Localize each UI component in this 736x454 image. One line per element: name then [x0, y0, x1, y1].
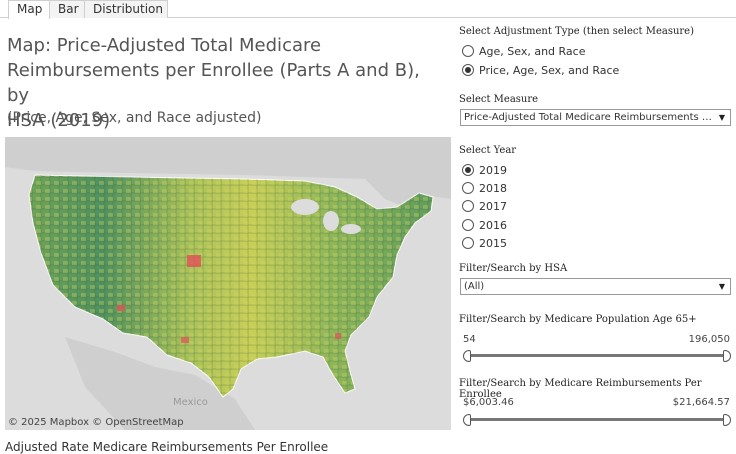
chevron-down-icon[interactable]: ▼	[718, 113, 725, 122]
mexico-land	[65, 337, 255, 430]
reimbursement-range-slider[interactable]	[463, 413, 731, 427]
year-heading: Select Year	[459, 145, 517, 156]
reimbursement-max-value: $21,664.57	[672, 397, 730, 408]
reimbursement-heading: Filter/Search by Medicare Reimbursements…	[459, 378, 702, 400]
chevron-down-icon[interactable]: ▼	[718, 282, 725, 291]
tab-map[interactable]: Map	[8, 0, 50, 19]
radio-label: Price, Age, Sex, and Race	[479, 63, 620, 77]
population-min-value: 54	[463, 334, 476, 345]
radio-label: 2016	[479, 218, 507, 232]
radio-icon[interactable]	[462, 182, 474, 194]
measure-dropdown[interactable]: Price-Adjusted Total Medicare Reimbursem…	[460, 109, 731, 126]
population-max-value: 196,050	[688, 334, 730, 345]
radio-label: 2019	[479, 163, 507, 177]
legend-title: Adjusted Rate Medicare Reimbursements Pe…	[5, 440, 329, 454]
adjustment-option-age-sex-race[interactable]: Age, Sex, and Race	[462, 43, 585, 59]
radio-icon[interactable]	[462, 237, 474, 249]
hsa-heading: Filter/Search by HSA	[459, 263, 568, 274]
year-option-2018[interactable]: 2018	[462, 180, 507, 196]
year-option-2015[interactable]: 2015	[462, 235, 507, 251]
measure-dropdown-value: Price-Adjusted Total Medicare Reimbursem…	[464, 112, 714, 123]
year-option-2019[interactable]: 2019	[462, 162, 507, 178]
map-label-mexico: Mexico	[173, 397, 208, 408]
adjustment-option-price-age-sex-race[interactable]: Price, Age, Sex, and Race	[462, 62, 619, 78]
title-line-2: Reimbursements per Enrollee (Parts A and…	[7, 60, 420, 106]
tab-distribution[interactable]: Distribution	[84, 0, 168, 18]
radio-icon[interactable]	[462, 200, 474, 212]
canada-land	[5, 137, 451, 207]
year-option-2016[interactable]: 2016	[462, 217, 507, 233]
reimbursement-min-value: $6,003.46	[463, 397, 514, 408]
radio-label: 2018	[479, 181, 507, 195]
hsa-dropdown[interactable]: (All) ▼	[460, 278, 731, 295]
slider-track[interactable]	[467, 354, 727, 357]
radio-selected-icon[interactable]	[462, 164, 474, 176]
title-line-3: HSA (2019)	[7, 110, 111, 131]
radio-icon[interactable]	[462, 219, 474, 231]
slider-min-handle[interactable]	[463, 350, 471, 362]
page-title: Map: Price-Adjusted Total Medicare Reimb…	[7, 33, 447, 133]
radio-label: 2017	[479, 199, 507, 213]
slider-min-handle[interactable]	[463, 414, 471, 426]
page-subtitle: (Price, Age, Sex, and Race adjusted)	[7, 110, 262, 126]
hsa-dropdown-value: (All)	[464, 281, 485, 292]
adjustment-heading: Select Adjustment Type (then select Meas…	[459, 26, 695, 37]
title-line-1: Map: Price-Adjusted Total Medicare	[7, 35, 322, 56]
choropleth-map[interactable]: Mexico © 2025 Mapbox © OpenStreetMap	[5, 137, 451, 430]
radio-selected-icon[interactable]	[462, 64, 474, 76]
slider-track[interactable]	[467, 418, 727, 421]
map-canvas[interactable]	[5, 137, 451, 430]
population-heading: Filter/Search by Medicare Population Age…	[459, 314, 697, 325]
slider-max-handle[interactable]	[723, 350, 731, 362]
measure-heading: Select Measure	[459, 94, 539, 105]
year-option-2017[interactable]: 2017	[462, 198, 507, 214]
radio-icon[interactable]	[462, 45, 474, 57]
radio-label: Age, Sex, and Race	[479, 44, 586, 58]
radio-label: 2015	[479, 236, 507, 250]
tab-bar: Map Bar Distribution	[0, 0, 736, 19]
population-range-slider[interactable]	[463, 349, 731, 363]
map-attribution[interactable]: © 2025 Mapbox © OpenStreetMap	[8, 417, 184, 428]
tab-bar-chart[interactable]: Bar	[49, 0, 85, 18]
slider-max-handle[interactable]	[723, 414, 731, 426]
